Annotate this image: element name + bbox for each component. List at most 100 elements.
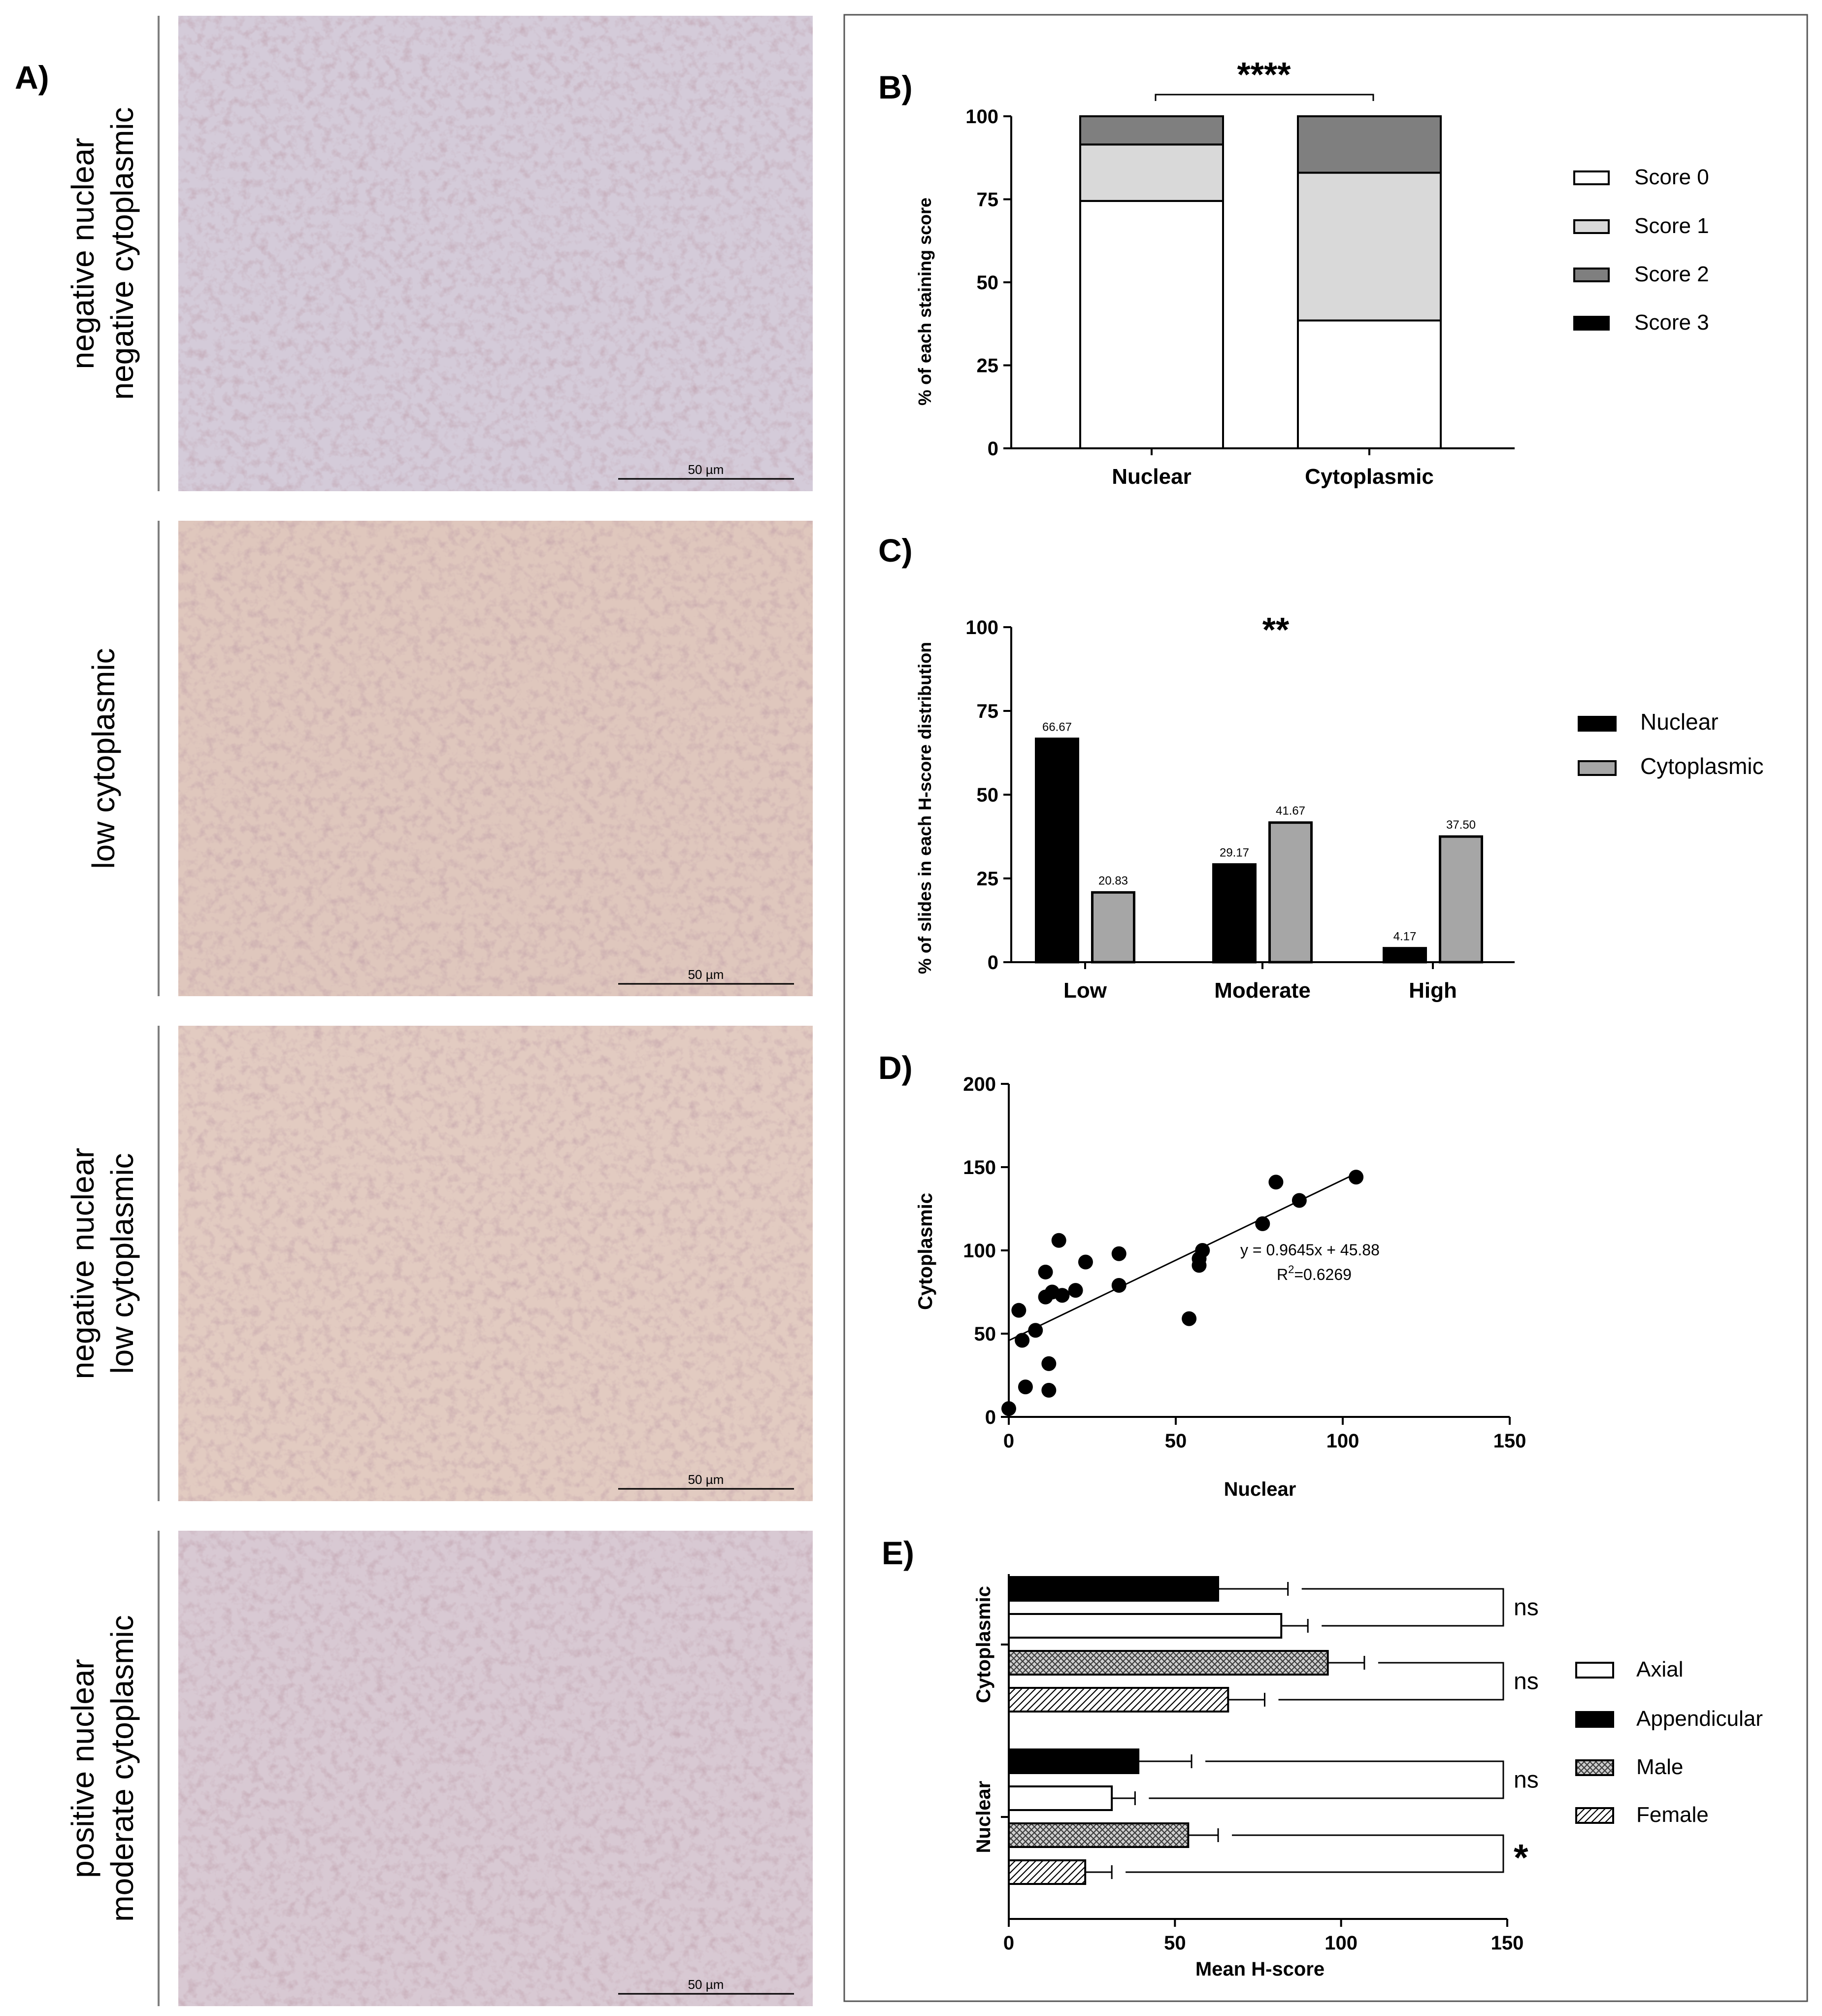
significance-label: * bbox=[1514, 1837, 1528, 1879]
micrograph-row-2: 50 µm low cytoplasmic bbox=[86, 521, 813, 996]
x-tick-label: 150 bbox=[1493, 1430, 1526, 1452]
legend-swatch bbox=[1573, 316, 1610, 331]
panel-d-axes: 0 50 100 150 200 0 50 100 150 bbox=[963, 1074, 1526, 1452]
x-tick-label: High bbox=[1409, 978, 1457, 1003]
significance-bracket bbox=[1301, 1588, 1504, 1627]
panel-c: C) % of slides in each H-score distribut… bbox=[878, 532, 1764, 1003]
y-tick-label: 50 bbox=[977, 784, 999, 806]
legend-swatch bbox=[1575, 1662, 1614, 1679]
legend-swatch bbox=[1573, 219, 1610, 234]
bar-segment-score-1 bbox=[1079, 143, 1224, 202]
legend-swatch bbox=[1578, 716, 1617, 732]
bar-segment-score-0 bbox=[1297, 319, 1442, 449]
legend-label: Axial bbox=[1636, 1657, 1683, 1681]
micrograph-row-4: 50 µm positive nuclear moderate cytoplasmi… bbox=[65, 1531, 813, 2006]
legend-swatch bbox=[1578, 760, 1617, 776]
legend-label: Score 0 bbox=[1634, 165, 1709, 189]
y-tick-label: 25 bbox=[977, 868, 999, 890]
panel-b-ylabel: % of each staining score bbox=[915, 198, 935, 405]
bar-nuclear bbox=[1035, 738, 1079, 964]
panel-a-label: A) bbox=[15, 59, 49, 96]
panel-e-label: E) bbox=[882, 1535, 914, 1571]
bar-axial bbox=[1008, 1613, 1283, 1639]
panel-d-r-squared: R2=0.6269 bbox=[1277, 1263, 1352, 1283]
significance-bracket bbox=[1149, 1760, 1504, 1799]
scatter-point bbox=[1015, 1333, 1030, 1348]
micrograph-row-3: 50 µm negative nuclear low cytoplasmic bbox=[65, 1026, 813, 1501]
bar-cytoplasmic bbox=[1268, 821, 1313, 964]
legend-label: Appendicular bbox=[1636, 1707, 1763, 1731]
scatter-point bbox=[1011, 1303, 1027, 1318]
y-tick-label: 0 bbox=[988, 952, 998, 974]
panel-c-legend: Nuclear Cytoplasmic bbox=[1578, 709, 1764, 779]
panel-d-points bbox=[1001, 1170, 1364, 1416]
panel-e-legend: Axial Appendicular Male Female bbox=[1575, 1657, 1763, 1827]
legend-label: Score 3 bbox=[1634, 310, 1709, 335]
panel-b-significance-bracket bbox=[1155, 94, 1374, 101]
legend-label: Score 1 bbox=[1634, 214, 1709, 238]
micrograph-texture bbox=[178, 1026, 813, 1501]
micrograph-row-1: 50 µm negative nuclear negative cytoplasmi… bbox=[65, 16, 813, 491]
legend-swatch bbox=[1575, 1759, 1614, 1776]
scatter-point bbox=[1349, 1170, 1364, 1185]
scatter-point bbox=[1195, 1243, 1210, 1258]
micrograph-texture bbox=[178, 521, 813, 996]
scatter-point bbox=[1078, 1254, 1093, 1270]
x-tick-label: 50 bbox=[1165, 1430, 1187, 1452]
panel-e-chart: 0 50 100 150 Cytoplasmic ns ns Nuclear ns * bbox=[973, 1574, 1539, 1954]
bar-axial bbox=[1008, 1785, 1113, 1811]
y-tick-label: 100 bbox=[965, 106, 998, 128]
legend-label: Male bbox=[1636, 1755, 1683, 1779]
x-tick-label: 100 bbox=[1326, 1430, 1359, 1452]
y-tick-label: 0 bbox=[985, 1407, 996, 1428]
scatter-point bbox=[1255, 1216, 1270, 1231]
bar-nuclear bbox=[1383, 947, 1427, 964]
y-tick-label: 0 bbox=[988, 438, 998, 460]
y-tick-label: 75 bbox=[977, 701, 999, 722]
bar-male bbox=[1008, 1822, 1190, 1848]
bar-segment-score-1 bbox=[1297, 171, 1442, 322]
panel-b-y-axis: 0 25 50 75 100 bbox=[965, 106, 1012, 460]
y-tick-label: 200 bbox=[963, 1074, 996, 1095]
panel-c-label: C) bbox=[878, 532, 913, 569]
panel-e: E) Mean H-score 0 50 100 150 Cytoplasmic ns ns… bbox=[882, 1535, 1763, 1980]
panel-c-ylabel: % of slides in each H-score distribution bbox=[915, 642, 935, 974]
legend-label: Female bbox=[1636, 1803, 1709, 1827]
panel-d-ylabel: Cytoplasmic bbox=[915, 1193, 936, 1310]
panel-b: B) % of each staining score 0 25 50 75 100 N… bbox=[878, 55, 1709, 489]
panel-b-x-axis: Nuclear Cytoplasmic bbox=[1011, 447, 1515, 489]
bar-cytoplasmic bbox=[1091, 891, 1135, 964]
bar-data-label: 4.17 bbox=[1393, 930, 1417, 943]
x-tick-label: Cytoplasmic bbox=[1305, 465, 1434, 489]
bar-female bbox=[1008, 1687, 1229, 1713]
scatter-point bbox=[1111, 1277, 1126, 1293]
significance-bracket bbox=[1278, 1662, 1504, 1701]
micrograph-texture bbox=[178, 1531, 813, 2006]
bar-data-label: 20.83 bbox=[1098, 874, 1128, 887]
significance-label: ns bbox=[1514, 1669, 1539, 1695]
scatter-point bbox=[1041, 1356, 1057, 1371]
panel-b-bars bbox=[1079, 115, 1442, 449]
scatter-point bbox=[1292, 1193, 1307, 1208]
bar-segment-score-2 bbox=[1079, 115, 1224, 146]
scatter-point bbox=[1041, 1382, 1057, 1398]
y-tick-label: 25 bbox=[977, 355, 999, 377]
scatter-point bbox=[1268, 1175, 1284, 1190]
panel-e-xlabel: Mean H-score bbox=[1195, 1958, 1325, 1980]
x-tick-label: Moderate bbox=[1214, 978, 1311, 1003]
bar-appendicular bbox=[1008, 1748, 1140, 1774]
bar-cytoplasmic bbox=[1439, 835, 1483, 964]
bar-data-label: 66.67 bbox=[1042, 721, 1072, 734]
row-label-line1: low cytoplasmic bbox=[86, 648, 121, 869]
panel-c-bars: 66.67 20.83 29.17 41.67 4.17 37.50 bbox=[1035, 721, 1483, 964]
x-tick-label: 100 bbox=[1325, 1932, 1358, 1954]
row-label-line1: negative nuclear bbox=[65, 138, 100, 370]
scatter-point bbox=[1055, 1288, 1070, 1303]
row-label-line1: positive nuclear bbox=[65, 1659, 100, 1878]
panel-d-r2-value: =0.6269 bbox=[1294, 1266, 1352, 1283]
row-label-line2: negative cytoplasmic bbox=[104, 107, 140, 400]
x-tick-label: 50 bbox=[1164, 1932, 1186, 1954]
panel-d-xlabel: Nuclear bbox=[1224, 1478, 1296, 1500]
panel-c-x-axis: Low Moderate High bbox=[1011, 961, 1515, 1003]
